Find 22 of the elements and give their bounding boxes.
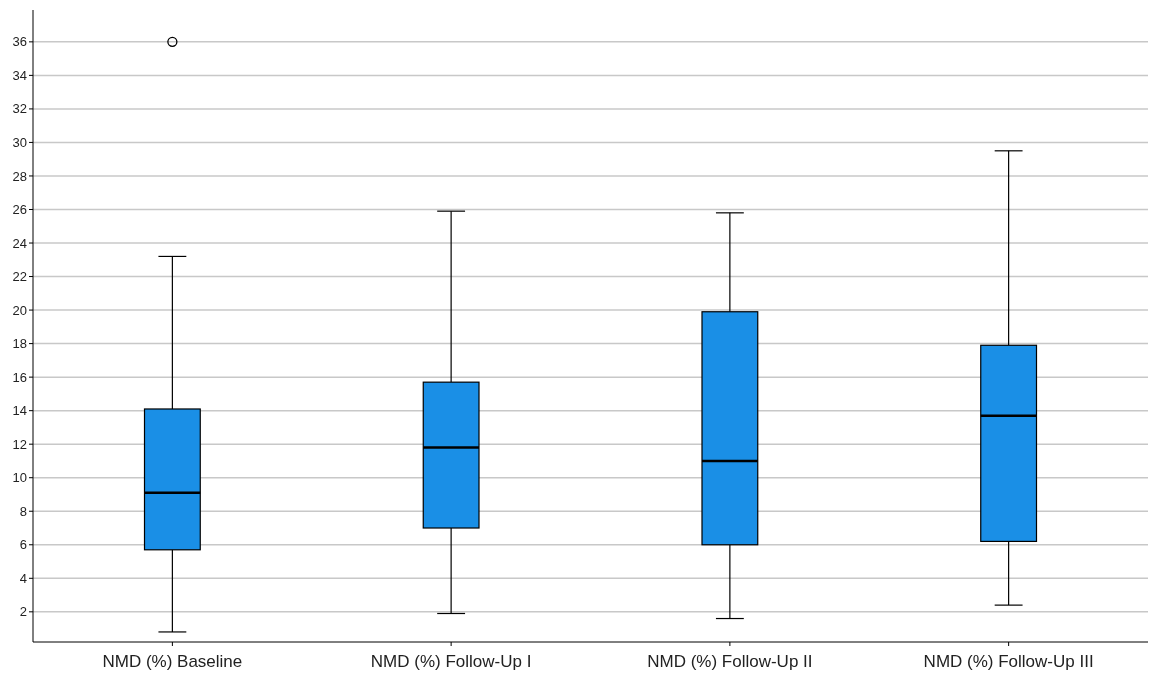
y-tick-label: 28 <box>12 168 27 184</box>
y-tick-label: 30 <box>12 134 27 150</box>
y-tick-label: 6 <box>19 537 27 553</box>
y-tick-label: 14 <box>12 403 27 419</box>
y-tick-label: 10 <box>12 470 27 486</box>
y-tick-label: 34 <box>12 67 27 83</box>
y-tick-label: 20 <box>12 302 27 318</box>
y-tick-label: 4 <box>19 570 27 586</box>
x-tick-label: NMD (%) Baseline <box>102 652 243 671</box>
y-tick-label: 2 <box>19 604 27 620</box>
y-tick-label: 24 <box>12 235 27 251</box>
y-tick-label: 32 <box>12 101 27 117</box>
x-tick-label: NMD (%) Follow-Up III <box>923 652 1094 671</box>
y-tick-label: 12 <box>12 436 27 452</box>
y-tick-label: 36 <box>12 34 27 50</box>
y-tick-label: 16 <box>12 369 27 385</box>
x-tick-label: NMD (%) Follow-Up II <box>647 652 813 671</box>
x-tick-label: NMD (%) Follow-Up I <box>370 652 532 671</box>
y-tick-label: 26 <box>12 202 27 218</box>
y-tick-label: 18 <box>12 336 27 352</box>
y-tick-label: 8 <box>19 503 27 519</box>
y-tick-label: 22 <box>12 269 27 285</box>
